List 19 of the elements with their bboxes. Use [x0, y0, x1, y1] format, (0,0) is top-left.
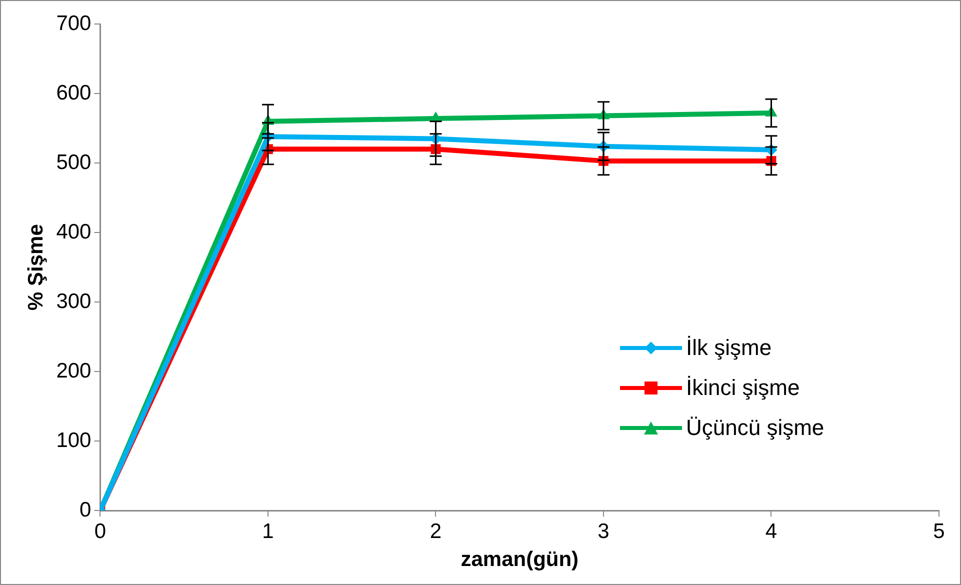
y-tick-label: 0 — [80, 498, 92, 522]
y-tick-label: 600 — [56, 81, 92, 104]
x-tick-label: 0 — [94, 520, 106, 543]
x-tick-label: 3 — [598, 520, 610, 543]
legend-label: Üçüncü şişme — [686, 415, 824, 441]
y-tick-label: 300 — [56, 290, 92, 313]
y-tick-label: 500 — [56, 150, 92, 174]
y-axis-title: % Şişme — [24, 224, 48, 310]
y-tick-label: 700 — [56, 12, 92, 35]
x-axis-title: zaman(gün) — [460, 548, 579, 572]
y-tick-label: 200 — [56, 359, 92, 382]
y-tick-label: 100 — [56, 428, 92, 452]
x-tick-label: 2 — [430, 520, 442, 543]
x-tick-label: 4 — [765, 520, 778, 543]
x-tick-label: 1 — [262, 520, 274, 543]
x-tick-label: 5 — [933, 520, 945, 543]
legend-label: İlk şişme — [686, 335, 772, 361]
legend-label: İkinci şişme — [686, 375, 800, 401]
y-tick-label: 400 — [56, 220, 92, 244]
